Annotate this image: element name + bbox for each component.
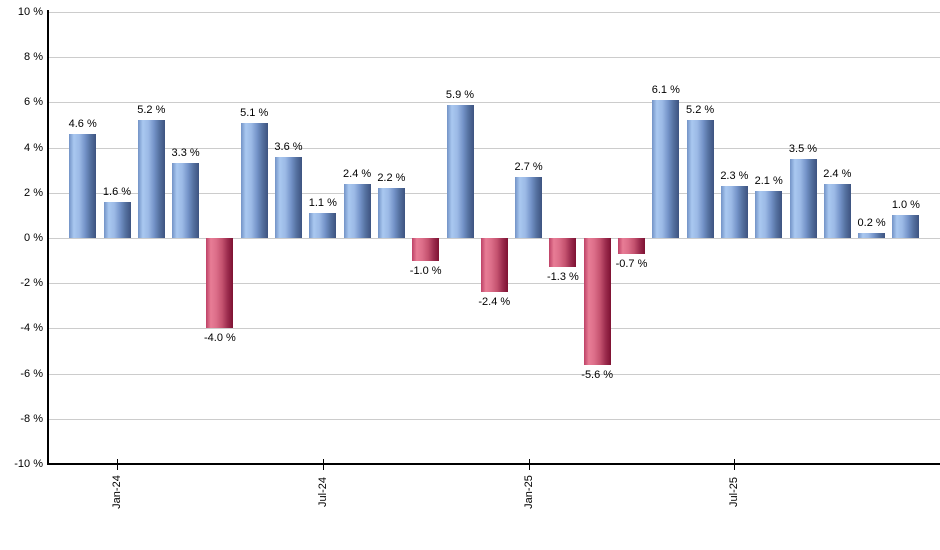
x-tick-mark	[528, 459, 530, 470]
bar-negative	[583, 238, 611, 365]
bar-positive	[858, 233, 886, 238]
y-tick-label: 0 %	[24, 232, 43, 244]
bar-positive	[652, 100, 680, 238]
bar-value-label: 2.4 %	[343, 167, 372, 180]
y-gridline	[48, 328, 940, 330]
bar-positive	[755, 190, 783, 238]
bar-value-label: 3.5 %	[788, 142, 818, 155]
bar-value-label: 2.3 %	[720, 170, 749, 183]
bar-value-label: 4.6 %	[68, 118, 97, 131]
y-tick-label: 6 %	[24, 96, 43, 109]
y-tick-label: -2 %	[20, 277, 43, 290]
bar-value-label: -0.7 %	[615, 257, 648, 270]
bar-positive	[377, 188, 405, 238]
bar-value-label: -1.0 %	[409, 264, 442, 277]
bar-positive	[515, 176, 543, 238]
bar-value-label: 6.1 %	[651, 84, 680, 97]
bar-negative	[549, 238, 577, 268]
bar-value-label: -2.4 %	[478, 296, 511, 309]
y-gridline	[48, 12, 940, 13]
bar-value-label: 1.1 %	[308, 197, 337, 210]
bar-positive	[103, 201, 131, 238]
bar-value-label: 2.7 %	[514, 160, 543, 173]
bar-value-label: 5.9 %	[445, 88, 475, 101]
bar-positive	[275, 156, 302, 238]
bar-negative	[480, 238, 508, 293]
y-axis-line	[47, 10, 49, 465]
y-tick-label: -8 %	[20, 412, 43, 425]
bar-positive	[69, 134, 97, 238]
y-gridline	[48, 192, 940, 194]
bar-negative	[412, 238, 440, 261]
y-tick-label: -4 %	[20, 322, 43, 335]
y-gridline	[48, 102, 940, 104]
bar-positive	[892, 215, 920, 238]
x-tick-label: Jul-24	[316, 477, 329, 507]
bar-value-label: 5.2 %	[137, 104, 166, 117]
y-gridline	[48, 418, 940, 420]
x-tick-label: Jan-24	[111, 475, 123, 509]
y-gridline	[48, 147, 940, 149]
bar-value-label: -1.3 %	[546, 271, 579, 284]
y-gridline	[48, 57, 940, 59]
bar-negative	[206, 238, 234, 329]
x-tick-mark	[117, 459, 118, 470]
y-tick-label: 4 %	[24, 141, 43, 154]
x-tick-mark	[734, 459, 736, 470]
x-tick-label: Jan-25	[522, 475, 535, 509]
bar-value-label: 1.0 %	[891, 199, 920, 212]
bar-positive	[309, 213, 337, 238]
bar-positive	[343, 183, 371, 238]
bar-value-label: 2.4 %	[823, 167, 852, 180]
bar-positive	[446, 104, 474, 238]
bar-value-label: 1.6 %	[102, 185, 132, 198]
x-tick-mark	[322, 459, 324, 470]
bar-value-label: 3.3 %	[171, 147, 200, 160]
bar-positive	[137, 120, 165, 238]
bar-negative	[618, 238, 645, 254]
bar-positive	[823, 183, 851, 238]
y-tick-label: -10 %	[14, 458, 43, 470]
bar-value-label: 3.6 %	[274, 140, 303, 153]
bar-value-label: -5.6 %	[581, 368, 614, 381]
bar-value-label: 2.1 %	[754, 174, 783, 187]
bar-value-label: 0.2 %	[857, 217, 886, 230]
y-tick-label: -6 %	[20, 367, 43, 380]
bar-value-label: 5.2 %	[686, 104, 715, 117]
y-tick-label: 10 %	[17, 6, 43, 18]
bar-positive	[240, 122, 268, 238]
bar-positive	[789, 158, 817, 238]
bar-value-label: 2.2 %	[377, 172, 406, 185]
y-gridline	[48, 373, 940, 375]
bar-value-label: 5.1 %	[240, 106, 269, 119]
bar-value-label: -4.0 %	[203, 332, 236, 345]
x-axis-line	[47, 463, 940, 465]
x-tick-label: Jul-25	[728, 477, 741, 507]
y-tick-label: 8 %	[24, 51, 43, 64]
bar-positive	[686, 120, 714, 238]
bar-positive	[172, 163, 200, 238]
bar-positive	[720, 186, 748, 238]
y-tick-label: 2 %	[24, 186, 43, 199]
